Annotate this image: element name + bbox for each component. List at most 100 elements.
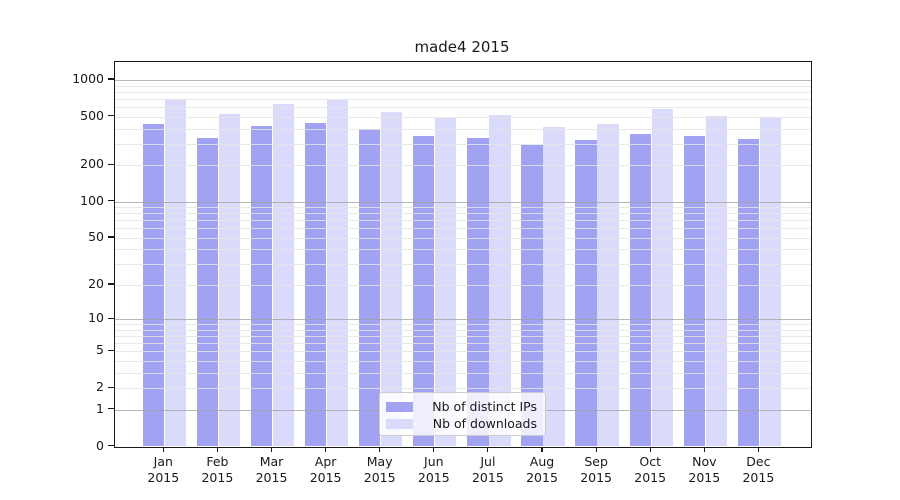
x-tick-year-jan: 2015 bbox=[147, 469, 180, 485]
y-tick-mark-100 bbox=[108, 200, 114, 202]
y-tick-mark-1 bbox=[108, 408, 114, 410]
gridline-minor-30 bbox=[115, 264, 811, 266]
bar-nb-of-distinct-ips-may bbox=[359, 128, 381, 447]
x-tick-label-nov: Nov 2015 bbox=[674, 454, 734, 486]
x-tick-year-oct: 2015 bbox=[634, 469, 667, 485]
y-tick-mark-1000 bbox=[108, 78, 114, 80]
x-tick-mark-jan bbox=[162, 446, 164, 452]
bar-nb-of-distinct-ips-nov bbox=[683, 135, 705, 447]
gridline-minor-80 bbox=[115, 213, 811, 215]
x-tick-label-dec: Dec 2015 bbox=[728, 454, 788, 486]
y-tick-label-20: 20 bbox=[88, 275, 104, 291]
gridline-major-1000 bbox=[115, 79, 811, 81]
bar-nb-of-distinct-ips-jul bbox=[467, 137, 489, 447]
x-tick-mark-feb bbox=[216, 446, 218, 452]
gridline-major-100 bbox=[115, 201, 811, 203]
bar-nb-of-downloads-oct bbox=[651, 108, 673, 447]
legend-swatch-downloads bbox=[386, 418, 413, 429]
chart-title: made4 2015 bbox=[414, 38, 510, 56]
legend: Nb of distinct IPs Nb of downloads bbox=[379, 392, 546, 436]
gridline-minor-9 bbox=[115, 324, 811, 326]
x-tick-label-mar: Mar 2015 bbox=[242, 454, 302, 486]
x-tick-label-aug: Aug 2015 bbox=[512, 454, 572, 486]
gridline-minor-600 bbox=[115, 107, 811, 109]
x-tick-year-dec: 2015 bbox=[742, 469, 775, 485]
bar-nb-of-downloads-apr bbox=[326, 100, 349, 447]
y-tick-mark-5 bbox=[108, 349, 114, 352]
x-tick-year-nov: 2015 bbox=[688, 469, 721, 485]
gridline-minor-900 bbox=[115, 85, 811, 87]
bar-nb-of-downloads-jun bbox=[435, 117, 457, 447]
y-tick-mark-2 bbox=[108, 386, 114, 388]
gridline-minor-500 bbox=[115, 116, 811, 118]
y-tick-label-2: 2 bbox=[96, 379, 104, 395]
legend-label-distinct-ips: Nb of distinct IPs bbox=[432, 399, 537, 414]
gridline-minor-4 bbox=[115, 361, 811, 363]
x-tick-label-jul: Jul 2015 bbox=[458, 454, 518, 486]
gridline-minor-90 bbox=[115, 207, 811, 209]
gridline-minor-3 bbox=[115, 372, 811, 374]
gridline-minor-800 bbox=[115, 91, 811, 93]
gridline-minor-200 bbox=[115, 165, 811, 167]
y-tick-label-200: 200 bbox=[80, 156, 104, 172]
gridline-minor-6 bbox=[115, 343, 811, 345]
bar-nb-of-downloads-jul bbox=[489, 115, 511, 447]
legend-item-downloads: Nb of downloads bbox=[386, 415, 537, 432]
x-tick-mark-nov bbox=[703, 446, 705, 452]
gridline-minor-2 bbox=[115, 388, 811, 390]
y-tick-label-0: 0 bbox=[96, 437, 104, 453]
x-tick-year-may: 2015 bbox=[363, 469, 396, 485]
bar-nb-of-downloads-feb bbox=[218, 113, 241, 447]
y-tick-mark-500 bbox=[108, 115, 114, 117]
y-tick-mark-10 bbox=[108, 317, 114, 319]
bar-nb-of-downloads-mar bbox=[272, 104, 295, 447]
y-tick-mark-50 bbox=[108, 236, 114, 238]
y-tick-label-1000: 1000 bbox=[72, 70, 104, 86]
x-tick-year-apr: 2015 bbox=[309, 469, 342, 485]
gridline-minor-400 bbox=[115, 128, 811, 130]
gridline-major-10 bbox=[115, 319, 811, 321]
x-tick-label-feb: Feb 2015 bbox=[187, 454, 247, 486]
x-tick-label-sep: Sep 2015 bbox=[566, 454, 626, 486]
x-tick-mark-sep bbox=[595, 446, 597, 452]
gridline-minor-20 bbox=[115, 284, 811, 286]
bar-nb-of-downloads-nov bbox=[705, 115, 727, 447]
x-tick-mark-apr bbox=[325, 446, 327, 452]
x-tick-mark-mar bbox=[270, 446, 273, 452]
bar-nb-of-downloads-may bbox=[381, 111, 403, 447]
gridline-minor-300 bbox=[115, 143, 811, 145]
x-tick-label-oct: Oct 2015 bbox=[620, 454, 680, 486]
gridline-minor-60 bbox=[115, 228, 811, 230]
y-tick-label-500: 500 bbox=[80, 107, 104, 123]
x-tick-year-aug: 2015 bbox=[526, 469, 558, 485]
x-tick-year-jul: 2015 bbox=[471, 469, 504, 485]
y-tick-label-1: 1 bbox=[96, 400, 104, 416]
gridline-minor-50 bbox=[115, 237, 811, 239]
bar-nb-of-distinct-ips-apr bbox=[304, 123, 327, 447]
x-tick-year-feb: 2015 bbox=[201, 469, 234, 485]
x-tick-label-apr: Apr 2015 bbox=[296, 454, 356, 486]
y-tick-label-100: 100 bbox=[80, 192, 104, 208]
y-tick-label-50: 50 bbox=[88, 228, 104, 244]
x-tick-mark-jun bbox=[433, 446, 435, 452]
y-tick-label-10: 10 bbox=[88, 310, 104, 326]
y-tick-mark-200 bbox=[108, 163, 114, 165]
y-tick-mark-0 bbox=[108, 445, 114, 447]
gridline-minor-70 bbox=[115, 220, 811, 222]
bar-nb-of-distinct-ips-dec bbox=[737, 138, 760, 447]
bar-nb-of-downloads-jan bbox=[164, 99, 186, 447]
x-tick-label-jan: Jan 2015 bbox=[133, 454, 193, 486]
x-tick-mark-may bbox=[379, 446, 381, 452]
x-tick-mark-dec bbox=[757, 446, 759, 452]
gridline-minor-700 bbox=[115, 98, 811, 100]
legend-swatch-distinct-ips bbox=[386, 401, 413, 412]
gridline-minor-40 bbox=[115, 249, 811, 251]
bar-nb-of-distinct-ips-aug bbox=[521, 144, 543, 447]
bar-nb-of-downloads-aug bbox=[543, 126, 565, 447]
x-tick-label-jun: Jun 2015 bbox=[404, 454, 464, 486]
legend-label-downloads: Nb of downloads bbox=[432, 416, 537, 431]
gridline-minor-8 bbox=[115, 329, 811, 331]
y-tick-label-5: 5 bbox=[96, 342, 104, 358]
bar-nb-of-distinct-ips-oct bbox=[629, 133, 651, 447]
